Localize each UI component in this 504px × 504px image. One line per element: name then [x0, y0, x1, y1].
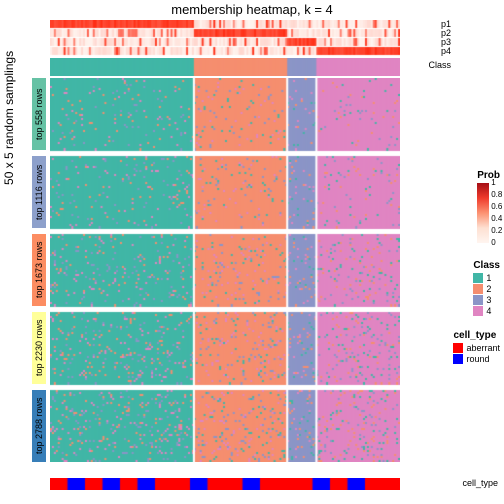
legend-celltype: cell_type aberrantround [453, 330, 500, 365]
prob-tick: 0.6 [491, 202, 502, 211]
chart-title: membership heatmap, k = 4 [0, 2, 504, 17]
celltype-bottom-label: cell_type [462, 478, 498, 488]
legend-label: 1 [486, 273, 491, 283]
p-tracks-canvas [50, 20, 400, 56]
class-track-canvas [50, 58, 400, 76]
prob-tick: 0.8 [491, 190, 502, 199]
heatmap-canvas [50, 78, 400, 462]
legend-label: 2 [486, 284, 491, 294]
legend-item: 3 [473, 295, 500, 305]
legend-item: aberrant [453, 343, 500, 353]
legend-label: round [466, 354, 489, 364]
legend-swatch [473, 295, 483, 305]
legend-label: 3 [486, 295, 491, 305]
legend-item: 2 [473, 284, 500, 294]
p-track-label: p4 [441, 46, 451, 56]
legend-celltype-title: cell_type [453, 330, 500, 341]
celltype-track-canvas [50, 478, 400, 490]
prob-tick: 1 [491, 178, 495, 187]
class-row-label: Class [428, 60, 451, 70]
legend-item: 4 [473, 306, 500, 316]
legend-swatch [473, 273, 483, 283]
legend-prob: Prob 00.20.40.60.81 [477, 170, 500, 243]
legend-class: Class 1234 [473, 260, 500, 317]
row-group-label: top 1116 rows [32, 156, 46, 228]
row-group-label: top 558 rows [32, 78, 46, 150]
legend-swatch [473, 284, 483, 294]
legend-class-title: Class [473, 260, 500, 271]
row-group-label: top 2788 rows [32, 390, 46, 462]
legend-label: 4 [486, 306, 491, 316]
legend-label: aberrant [466, 343, 500, 353]
row-group-label: top 1673 rows [32, 234, 46, 306]
legend-swatch [473, 306, 483, 316]
legend-item: round [453, 354, 500, 364]
prob-tick: 0 [491, 238, 495, 247]
legend-swatch [453, 343, 463, 353]
row-group-label: top 2230 rows [32, 312, 46, 384]
legend-item: 1 [473, 273, 500, 283]
prob-colorbar: 00.20.40.60.81 [477, 183, 489, 243]
legend-swatch [453, 354, 463, 364]
prob-tick: 0.4 [491, 214, 502, 223]
legend-prob-title: Prob [477, 170, 500, 181]
y-axis-label: 50 x 5 random samplings [2, 51, 16, 185]
prob-tick: 0.2 [491, 226, 502, 235]
